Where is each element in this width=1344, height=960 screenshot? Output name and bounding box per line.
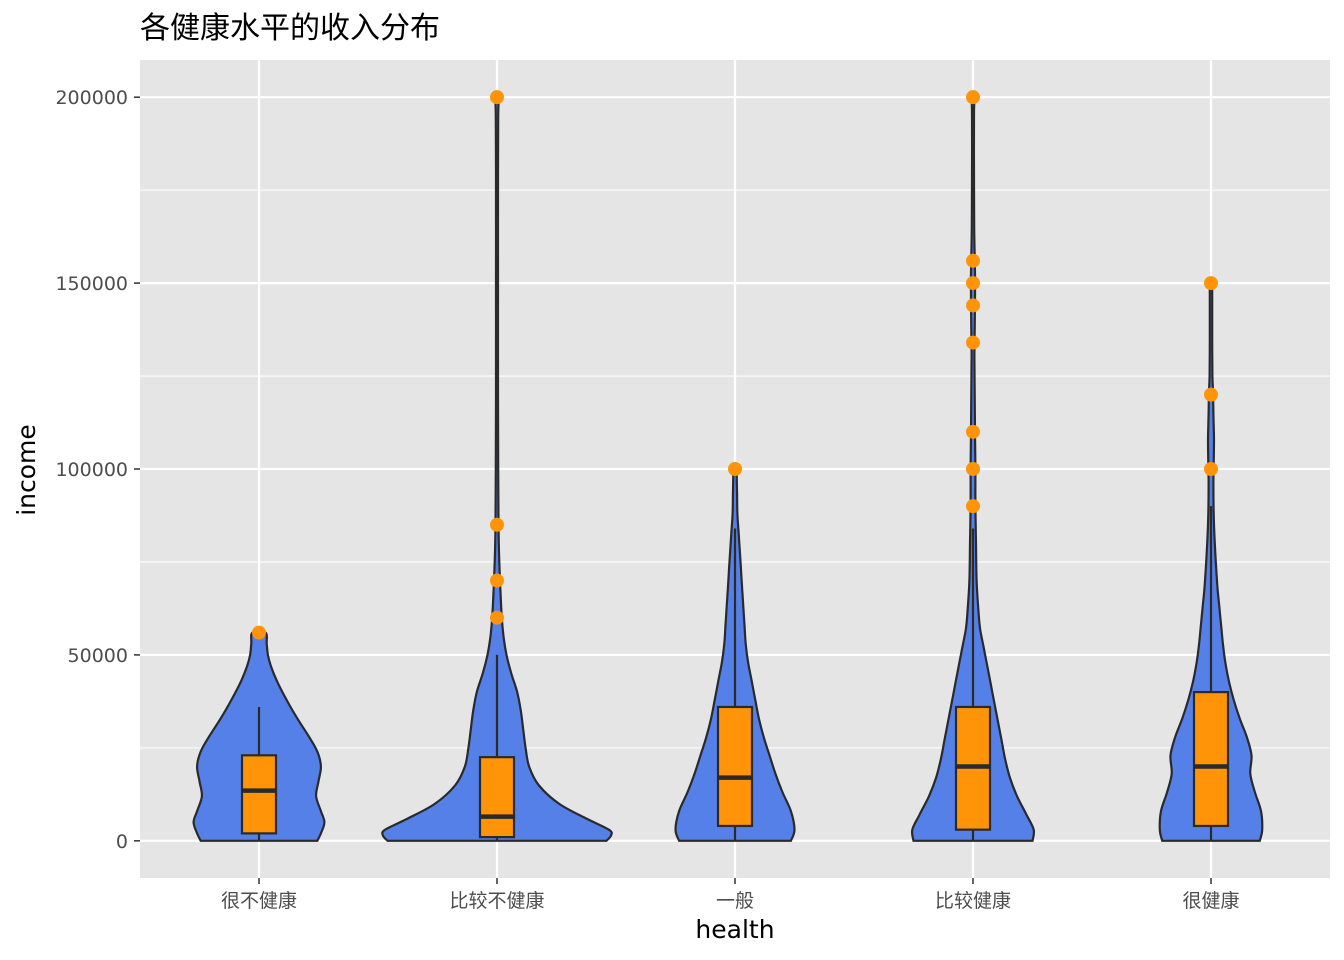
x-tick-label: 比较不健康 [449, 890, 544, 912]
outlier-point [490, 610, 504, 625]
outlier-point [1204, 462, 1218, 476]
outlier-point [966, 298, 980, 313]
y-tick-label: 150000 [55, 273, 128, 295]
y-axis-title: income [12, 424, 41, 516]
box [716, 705, 754, 828]
x-tick-label: 一般 [716, 890, 754, 912]
y-tick-label: 200000 [55, 87, 128, 109]
outlier-point [966, 276, 980, 291]
x-axis-ticks: 很不健康 比较不健康 一般 比较健康 很健康 [221, 878, 1240, 912]
violins [192, 90, 1264, 842]
outlier-point [966, 424, 980, 439]
violin-group [192, 625, 326, 842]
x-tick-label: 很不健康 [221, 890, 297, 912]
y-tick-label: 0 [116, 831, 128, 853]
outlier-point [490, 517, 504, 532]
violin-group [910, 90, 1036, 842]
outlier-point [1204, 276, 1218, 291]
x-tick-label: 很健康 [1182, 890, 1239, 912]
violin-group [674, 462, 796, 842]
box [240, 754, 278, 835]
outlier-point [490, 573, 504, 588]
y-tick-label: 50000 [68, 645, 128, 667]
violin-group [381, 90, 613, 842]
x-axis-title: health [695, 915, 774, 944]
outlier-point [966, 335, 980, 350]
violin-group [1158, 276, 1264, 842]
outlier-point [1204, 387, 1218, 402]
box [478, 756, 516, 839]
outlier-point [966, 499, 980, 514]
outlier-point [966, 90, 980, 105]
chart-title: 各健康水平的收入分布 [140, 11, 440, 46]
outlier-point [966, 462, 980, 476]
box [1192, 690, 1230, 828]
x-tick-label: 比较健康 [935, 890, 1011, 912]
outlier-point [252, 625, 266, 640]
outlier-point [490, 90, 504, 105]
y-tick-label: 100000 [55, 459, 128, 481]
y-axis-ticks: 0 50000 100000 150000 200000 [55, 87, 140, 853]
outlier-point [966, 253, 980, 268]
outlier-point [728, 462, 742, 476]
